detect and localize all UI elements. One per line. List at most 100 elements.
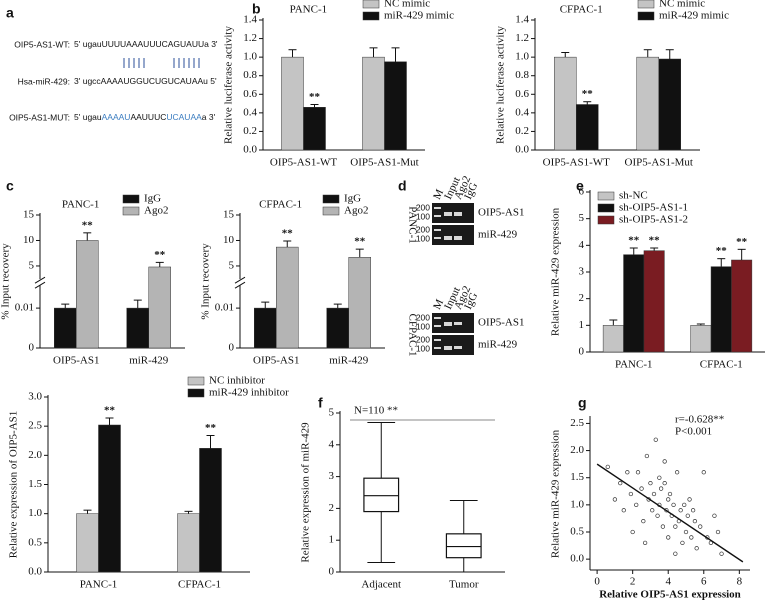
y-tick-label: 0.8 — [243, 69, 257, 81]
legend-label: miR-429 inhibitor — [209, 387, 289, 399]
point — [650, 508, 655, 513]
bar — [303, 107, 326, 151]
y-tick-label: 2.5 — [28, 420, 42, 432]
y-tick-label: 0.5 — [28, 536, 42, 548]
error-bar — [391, 47, 400, 62]
error-bar — [665, 49, 674, 59]
y-tick-label: 15 — [223, 209, 235, 221]
error-bar — [310, 104, 319, 108]
bar — [384, 61, 407, 151]
legend-label: Ago2 — [144, 205, 168, 217]
legend-swatch — [122, 194, 140, 204]
axis-break — [35, 279, 45, 286]
y-tick-label: 10 — [223, 234, 235, 246]
point — [680, 540, 685, 546]
panel-letter: b — [252, 1, 261, 17]
gene-label: miR-429 — [478, 339, 518, 351]
bar — [98, 424, 121, 573]
y-tick-label: 2.0 — [28, 449, 42, 461]
chart-title: CFPAC-1 — [259, 199, 302, 211]
y-tick-label: 5 — [29, 259, 35, 271]
error-bar — [369, 47, 378, 58]
error-bar — [133, 299, 142, 309]
bar — [602, 325, 624, 353]
point — [685, 513, 690, 518]
panel-letter: e — [576, 178, 584, 194]
legend-label: NC mimic — [659, 0, 705, 10]
point — [641, 518, 646, 524]
y-tick-label: 0.0 — [28, 566, 42, 578]
point — [621, 508, 626, 513]
point — [719, 551, 724, 556]
y-tick-label: 1.4 — [243, 14, 257, 26]
legend-swatch — [322, 194, 340, 204]
bar — [148, 266, 171, 349]
y-axis-label: % Input recovery — [200, 243, 212, 320]
marker-size: 200 — [416, 224, 430, 234]
sequence-part: AAUUUC — [130, 112, 166, 122]
significance: ** — [649, 235, 661, 247]
error-bar — [261, 301, 270, 309]
sequence: 5' ugauUUUUAAAUUUCAGUAUUa 3' — [74, 39, 218, 49]
legend-swatch — [637, 0, 655, 9]
point — [683, 529, 689, 535]
y-tick-label: 6 — [579, 186, 585, 198]
legend-label: NC mimic — [384, 0, 430, 10]
y-tick-label: 1.0 — [243, 51, 257, 63]
point — [666, 497, 671, 502]
y-axis-label: Relative luciferase activity — [495, 26, 507, 144]
legend-swatch — [362, 11, 380, 21]
pairing-bars — [123, 58, 200, 68]
y-tick-label: 1.2 — [515, 32, 529, 44]
axis-break-mark — [34, 281, 46, 289]
x-tick-label: OIP5-AS1-Mut — [350, 157, 418, 169]
point — [667, 491, 673, 497]
x-tick-label: OIP5-AS1 — [53, 355, 99, 367]
legend-swatch — [597, 215, 615, 225]
x-tick-label: OIP5-AS1-WT — [543, 157, 610, 169]
point — [671, 502, 676, 508]
box — [363, 477, 400, 513]
error-bar — [83, 232, 92, 241]
legend-swatch — [187, 376, 205, 386]
cell-line: CFPAC-1 — [406, 313, 418, 356]
x-tick-label: 4 — [665, 576, 671, 588]
y-tick-label: 0.0 — [243, 144, 257, 156]
error-bar — [629, 247, 638, 255]
y-tick-label: 0.01 — [15, 302, 34, 314]
y-tick-label: 0.2 — [515, 125, 529, 137]
error-bar — [283, 240, 292, 248]
legend-label: NC inhibitor — [209, 375, 265, 387]
y-tick-label: 5 — [229, 259, 235, 271]
y-tick-label: 1 — [579, 319, 585, 331]
error-bar — [609, 319, 618, 326]
error-bar — [717, 258, 726, 267]
chart-title: PANC-1 — [290, 4, 328, 16]
y-tick-label: 0.4 — [243, 106, 257, 118]
legend-swatch — [122, 206, 140, 216]
marker-size: 100 — [416, 211, 430, 221]
y-tick-label: 1.5 — [28, 478, 42, 490]
y-tick-label: 2 — [579, 292, 585, 304]
chart-title: CFPAC-1 — [560, 4, 603, 16]
panel-letter: c — [6, 178, 14, 194]
error-bar — [61, 303, 70, 309]
y-tick-label: 0.5 — [570, 526, 584, 538]
marker-size: 100 — [416, 343, 430, 353]
legend-label: sh-OIP5-AS1-2 — [619, 214, 688, 226]
legend-label: miR-429 mimic — [384, 10, 454, 22]
y-tick-label: 1.0 — [28, 507, 42, 519]
y-tick-label: 3 — [329, 470, 335, 482]
x-tick-label: 6 — [701, 576, 707, 588]
point — [634, 502, 639, 508]
y-tick-label: 2.0 — [570, 444, 584, 456]
cell-line: PANC-1 — [406, 206, 418, 244]
x-tick-label: 8 — [737, 576, 743, 588]
bar — [710, 266, 732, 353]
error-bar — [737, 248, 746, 260]
sequence-part: 5' ugauUUUUAAAUUUCAGUAUUa 3' — [74, 39, 218, 49]
y-tick-label: 1.0 — [515, 51, 529, 63]
error-bar — [184, 510, 193, 514]
annotation: r=-0.628** — [675, 414, 724, 426]
marker-size: 200 — [416, 312, 430, 322]
